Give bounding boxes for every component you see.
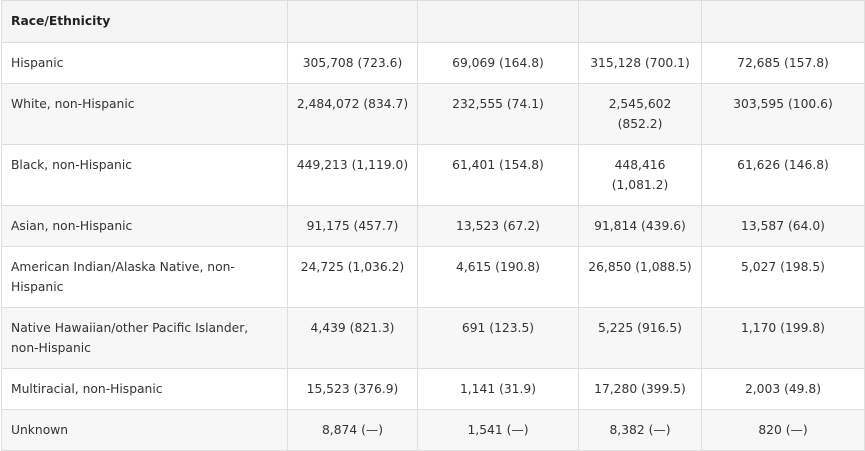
table-cell: 2,545,602 (852.2)	[578, 83, 702, 145]
table-row: American Indian/Alaska Native, non-Hispa…	[1, 246, 865, 308]
table-cell: 8,874 (—)	[287, 409, 418, 451]
section-header-label: Race/Ethnicity	[11, 14, 111, 28]
table-cell: 315,128 (700.1)	[578, 42, 702, 84]
table-row: Native Hawaiian/other Pacific Islander, …	[1, 307, 865, 369]
table-cell: 5,027 (198.5)	[701, 246, 865, 308]
table-cell: 691 (123.5)	[417, 307, 579, 369]
row-label: American Indian/Alaska Native, non-Hispa…	[1, 246, 288, 308]
table-cell: 13,523 (67.2)	[417, 205, 579, 247]
table-cell: 449,213 (1,119.0)	[287, 144, 418, 206]
table-cell: 1,170 (199.8)	[701, 307, 865, 369]
table-cell: 15,523 (376.9)	[287, 368, 418, 410]
row-label: Native Hawaiian/other Pacific Islander, …	[1, 307, 288, 369]
table-cell: 61,401 (154.8)	[417, 144, 579, 206]
table-cell: 24,725 (1,036.2)	[287, 246, 418, 308]
row-label: Multiracial, non-Hispanic	[1, 368, 288, 410]
table-cell: 91,175 (457.7)	[287, 205, 418, 247]
table-cell: 5,225 (916.5)	[578, 307, 702, 369]
row-label: White, non-Hispanic	[1, 83, 288, 145]
table-cell: 17,280 (399.5)	[578, 368, 702, 410]
table-cell: 13,587 (64.0)	[701, 205, 865, 247]
table-cell: 91,814 (439.6)	[578, 205, 702, 247]
section-header-empty-cell	[578, 0, 702, 43]
table-row: White, non-Hispanic 2,484,072 (834.7) 23…	[1, 83, 865, 145]
row-label: Asian, non-Hispanic	[1, 205, 288, 247]
table-cell: 232,555 (74.1)	[417, 83, 579, 145]
table-cell: 820 (—)	[701, 409, 865, 451]
table-cell: 72,685 (157.8)	[701, 42, 865, 84]
section-header-empty-cell	[417, 0, 579, 43]
section-header-empty-cell	[701, 0, 865, 43]
section-header-empty-cell	[287, 0, 418, 43]
table-cell: 448,416 (1,081.2)	[578, 144, 702, 206]
row-label: Black, non-Hispanic	[1, 144, 288, 206]
row-label: Unknown	[1, 409, 288, 451]
table-cell: 1,141 (31.9)	[417, 368, 579, 410]
table-cell: 61,626 (146.8)	[701, 144, 865, 206]
table-row: Hispanic 305,708 (723.6) 69,069 (164.8) …	[1, 42, 865, 84]
table-row: Unknown 8,874 (—) 1,541 (—) 8,382 (—) 82…	[1, 409, 865, 451]
table-row: Black, non-Hispanic 449,213 (1,119.0) 61…	[1, 144, 865, 206]
table-cell: 69,069 (164.8)	[417, 42, 579, 84]
table-cell: 26,850 (1,088.5)	[578, 246, 702, 308]
table-row: Multiracial, non-Hispanic 15,523 (376.9)…	[1, 368, 865, 410]
section-header-row: Race/Ethnicity	[1, 0, 865, 43]
table-cell: 1,541 (—)	[417, 409, 579, 451]
table-cell: 303,595 (100.6)	[701, 83, 865, 145]
section-header-cell: Race/Ethnicity	[1, 0, 288, 43]
table-cell: 2,484,072 (834.7)	[287, 83, 418, 145]
table-cell: 4,439 (821.3)	[287, 307, 418, 369]
table-row: Asian, non-Hispanic 91,175 (457.7) 13,52…	[1, 205, 865, 247]
table-cell: 8,382 (—)	[578, 409, 702, 451]
table-cell: 4,615 (190.8)	[417, 246, 579, 308]
table-cell: 2,003 (49.8)	[701, 368, 865, 410]
row-label: Hispanic	[1, 42, 288, 84]
table-cell: 305,708 (723.6)	[287, 42, 418, 84]
